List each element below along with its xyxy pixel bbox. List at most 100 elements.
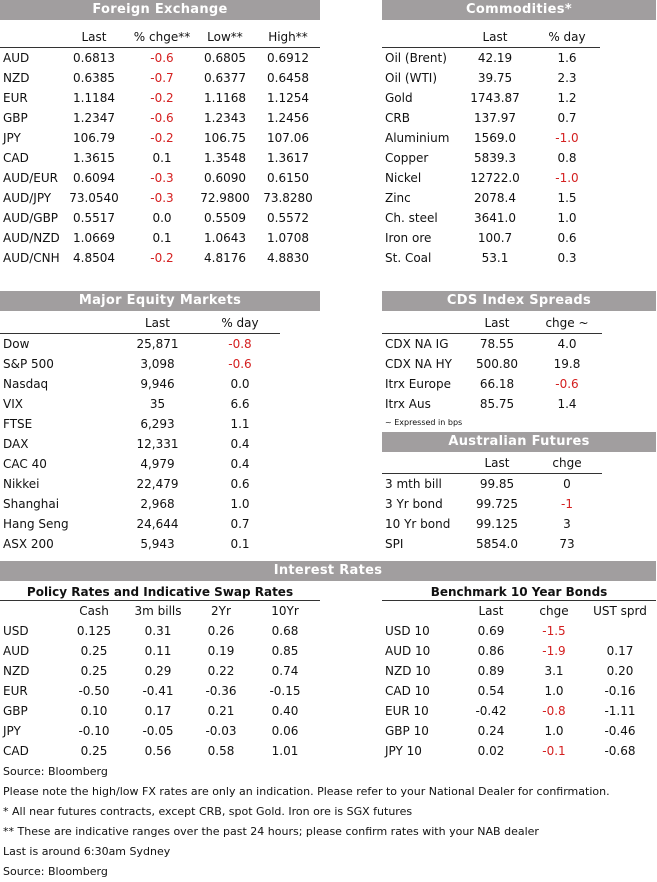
cell-value: 73.8280: [263, 191, 313, 205]
cell-value: 1.2347: [73, 111, 115, 125]
cell-value: 9,946: [140, 377, 175, 391]
cell-value: -0.46: [604, 724, 636, 738]
column-header: % chge**: [130, 27, 194, 48]
table-row: Dow 25,871 -0.8: [0, 334, 280, 355]
cell-value: -0.05: [142, 724, 174, 738]
table-row: Oil (Brent) 42.19 1.6: [382, 48, 600, 69]
row-label: GBP 10: [385, 724, 429, 738]
cell-value: 0.25: [80, 644, 108, 658]
column-header: % day: [534, 27, 600, 48]
row-label: Oil (Brent): [385, 51, 447, 65]
row-label: St. Coal: [385, 251, 432, 265]
table-row: AUD/NZD 1.0669 0.1 1.0643 1.0708: [0, 228, 320, 248]
cell-value: 99.725: [476, 497, 518, 511]
table-row: Gold 1743.87 1.2: [382, 88, 600, 108]
table-row: 10 Yr bond 99.125 3: [382, 514, 602, 534]
row-label: 10 Yr bond: [385, 517, 451, 531]
commodities-table: Last% day Oil (Brent) 42.19 1.6 Oil (WTI) 39.…: [382, 27, 600, 268]
row-label: USD: [3, 624, 29, 638]
cell-value: 4.8176: [204, 251, 246, 265]
row-label: Nickel: [385, 171, 422, 185]
table-row: Zinc 2078.4 1.5: [382, 188, 600, 208]
cell-value: 1.5: [557, 191, 577, 205]
row-label: NZD: [3, 71, 30, 85]
cell-value: 73: [559, 537, 575, 551]
table-row: Hang Seng 24,644 0.7: [0, 514, 280, 534]
note-line: Last is around 6:30am Sydney: [3, 845, 171, 858]
table-row: GBP 1.2347 -0.6 1.2343 1.2456: [0, 108, 320, 128]
row-label: AUD/NZD: [3, 231, 60, 245]
column-header: [0, 313, 115, 334]
table-row: EUR 1.1184 -0.2 1.1168 1.1254: [0, 88, 320, 108]
cell-value: 0.1: [152, 151, 172, 165]
note-line: * All near futures contracts, except CRB…: [3, 805, 413, 818]
cell-value: -1.0: [555, 131, 579, 145]
cell-value: 0.1: [230, 537, 250, 551]
cell-value: 0.86: [477, 644, 505, 658]
cell-value: 0.7: [230, 517, 250, 531]
column-header: Last: [115, 313, 200, 334]
cell-value: 0.5509: [204, 211, 246, 225]
column-header: [382, 313, 462, 334]
table-row: 3 Yr bond 99.725 -1: [382, 494, 602, 514]
row-label: ASX 200: [3, 537, 54, 551]
column-header: High**: [256, 27, 320, 48]
column-header: [382, 601, 460, 621]
cell-value: 0.8: [557, 151, 577, 165]
cell-value: 0.89: [477, 664, 505, 678]
table-row: St. Coal 53.1 0.3: [382, 248, 600, 268]
table-row: Nasdaq 9,946 0.0: [0, 374, 280, 394]
note-line: Source: Bloomberg: [3, 865, 108, 878]
table-row: 3 mth bill 99.85 0: [382, 474, 602, 495]
table-row: GBP 10 0.24 1.0 -0.46: [382, 721, 654, 741]
cell-value: 0.1: [152, 231, 172, 245]
table-row: FTSE 6,293 1.1: [0, 414, 280, 434]
cell-value: 107.06: [267, 131, 309, 145]
row-label: AUD: [3, 51, 30, 65]
cell-value: 6,293: [140, 417, 175, 431]
cell-value: 1.2: [557, 91, 577, 105]
cell-value: 1.0708: [267, 231, 309, 245]
row-label: Zinc: [385, 191, 411, 205]
fx-header: Foreign Exchange: [0, 0, 320, 20]
cell-value: -0.2: [150, 91, 174, 105]
row-label: Copper: [385, 151, 429, 165]
column-header: % day: [200, 313, 280, 334]
cell-value: 42.19: [477, 51, 513, 65]
row-label: VIX: [3, 397, 23, 411]
cell-value: 0.6: [230, 477, 250, 491]
cell-value: -0.8: [542, 704, 566, 718]
cell-value: 1.01: [271, 744, 299, 758]
column-header: chge ~: [532, 313, 602, 334]
table-row: JPY 106.79 -0.2 106.75 107.06: [0, 128, 320, 148]
cell-value: 66.18: [479, 377, 515, 391]
table-row: Shanghai 2,968 1.0: [0, 494, 280, 514]
bonds-table: Last chge UST sprd USD 10 0.69 -1.5 AUD 10 0.86…: [382, 601, 654, 761]
cell-value: 0.54: [477, 684, 505, 698]
table-row: CDX NA HY 500.80 19.8: [382, 354, 602, 374]
cell-value: [586, 621, 654, 641]
row-label: AUD 10: [385, 644, 431, 658]
table-row: AUD/GBP 0.5517 0.0 0.5509 0.5572: [0, 208, 320, 228]
cell-value: -1.11: [604, 704, 636, 718]
cell-value: -0.6: [150, 111, 174, 125]
cell-value: -0.50: [78, 684, 110, 698]
cell-value: 1.1: [230, 417, 250, 431]
table-row: ASX 200 5,943 0.1: [0, 534, 280, 554]
table-row: AUD 10 0.86 -1.9 0.17: [382, 641, 654, 661]
cell-value: 12722.0: [470, 171, 520, 185]
cell-value: 1.2456: [267, 111, 309, 125]
cell-value: 4.8830: [267, 251, 309, 265]
column-header: Last: [58, 27, 130, 48]
table-row: Itrx Europe 66.18 -0.6: [382, 374, 602, 394]
cell-value: 4.0: [557, 337, 577, 351]
table-row: Nikkei 22,479 0.6: [0, 474, 280, 494]
row-label: EUR: [3, 91, 28, 105]
row-label: CAC 40: [3, 457, 47, 471]
cell-value: 1.0: [557, 211, 577, 225]
table-row: JPY -0.10 -0.05 -0.03 0.06: [0, 721, 318, 741]
cell-value: 0.58: [207, 744, 235, 758]
cell-value: 1.0: [230, 497, 250, 511]
cell-value: 0.6: [557, 231, 577, 245]
cell-value: 1743.87: [470, 91, 520, 105]
